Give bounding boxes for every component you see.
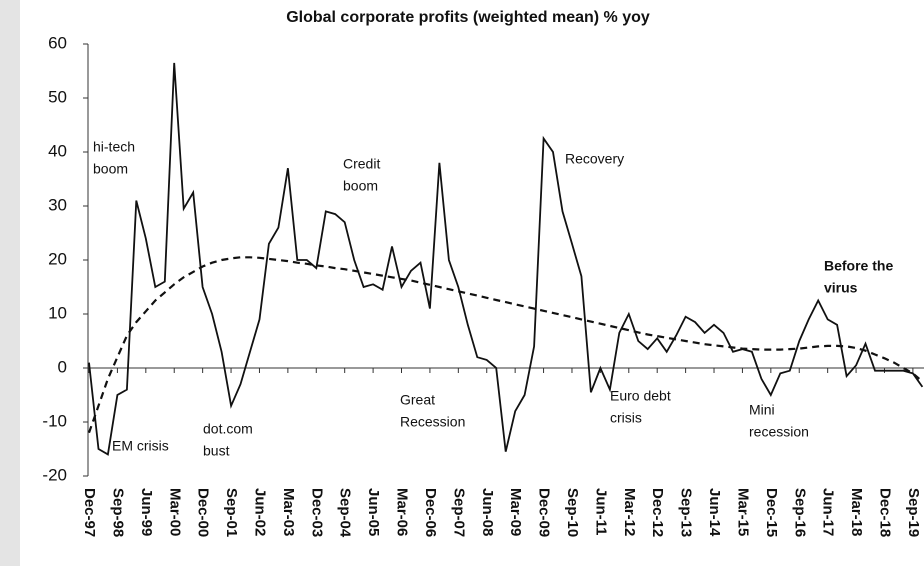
x-tick-label: Mar-18 (848, 488, 865, 536)
x-tick-label: Jun-17 (820, 488, 837, 536)
side-strip (0, 0, 20, 566)
x-tick-label: Dec-03 (308, 488, 325, 537)
annotation: Recovery (565, 151, 624, 167)
x-tick-label: Mar-00 (166, 488, 183, 536)
x-tick-label: Jun-11 (592, 488, 609, 536)
x-tick-label: Mar-12 (621, 488, 638, 536)
x-tick-label: Dec-18 (877, 488, 894, 537)
annotation: hi-tech (93, 139, 135, 155)
x-tick-label: Sep-04 (337, 488, 354, 538)
y-tick-label: 50 (48, 87, 67, 106)
x-tick-label: Sep-01 (223, 488, 240, 537)
annotation: crisis (610, 410, 642, 426)
x-tick-label: Jun-14 (706, 488, 723, 537)
annotation: virus (824, 280, 858, 296)
annotation: EM crisis (112, 438, 169, 454)
x-tick-label: Sep-98 (109, 488, 126, 537)
annotation: boom (93, 161, 128, 177)
x-tick-label: Mar-06 (394, 488, 411, 536)
y-tick-label: 20 (48, 249, 67, 268)
y-tick-label: 60 (48, 33, 67, 52)
x-tick-label: Jun-02 (251, 488, 268, 536)
x-tick-label: Dec-15 (763, 488, 780, 537)
y-tick-label: -10 (42, 411, 67, 430)
annotation: Recession (400, 414, 465, 430)
x-tick-label: Sep-07 (450, 488, 467, 537)
x-tick-label: Mar-03 (280, 488, 297, 536)
annotation: Euro debt (610, 388, 671, 404)
x-tick-label: Jun-05 (365, 488, 382, 536)
x-tick-label: Mar-09 (507, 488, 524, 536)
data-line (88, 62, 924, 456)
x-tick-label: Dec-06 (422, 488, 439, 537)
chart-title: Global corporate profits (weighted mean)… (286, 9, 650, 26)
x-tick-label: Dec-00 (195, 488, 212, 537)
x-tick-label: Jun-08 (479, 488, 496, 536)
annotation: recession (749, 424, 809, 440)
x-tick-label: Sep-13 (678, 488, 695, 537)
annotation: dot.com (203, 421, 253, 437)
trend-line (87, 256, 924, 434)
annotation: Mini (749, 402, 775, 418)
x-tick-label: Mar-15 (734, 488, 751, 536)
y-tick-label: 30 (48, 195, 67, 214)
x-tick-label: Sep-19 (905, 488, 922, 537)
x-tick-label: Sep-16 (791, 488, 808, 537)
y-tick-label: -20 (42, 465, 67, 484)
annotation: Credit (343, 156, 380, 172)
y-tick-label: 40 (48, 141, 67, 160)
annotation: bust (203, 443, 230, 459)
x-tick-label: Dec-09 (536, 488, 553, 537)
annotation: boom (343, 178, 378, 194)
x-tick-label: Dec-97 (81, 488, 98, 537)
annotation: Great (400, 392, 435, 408)
x-tick-label: Jun-99 (138, 488, 155, 536)
y-tick-label: 10 (48, 303, 67, 322)
y-tick-label: 0 (58, 357, 67, 376)
x-tick-label: Sep-10 (564, 488, 581, 537)
annotation: Before the (824, 258, 893, 274)
x-tick-label: Dec-12 (649, 488, 666, 537)
